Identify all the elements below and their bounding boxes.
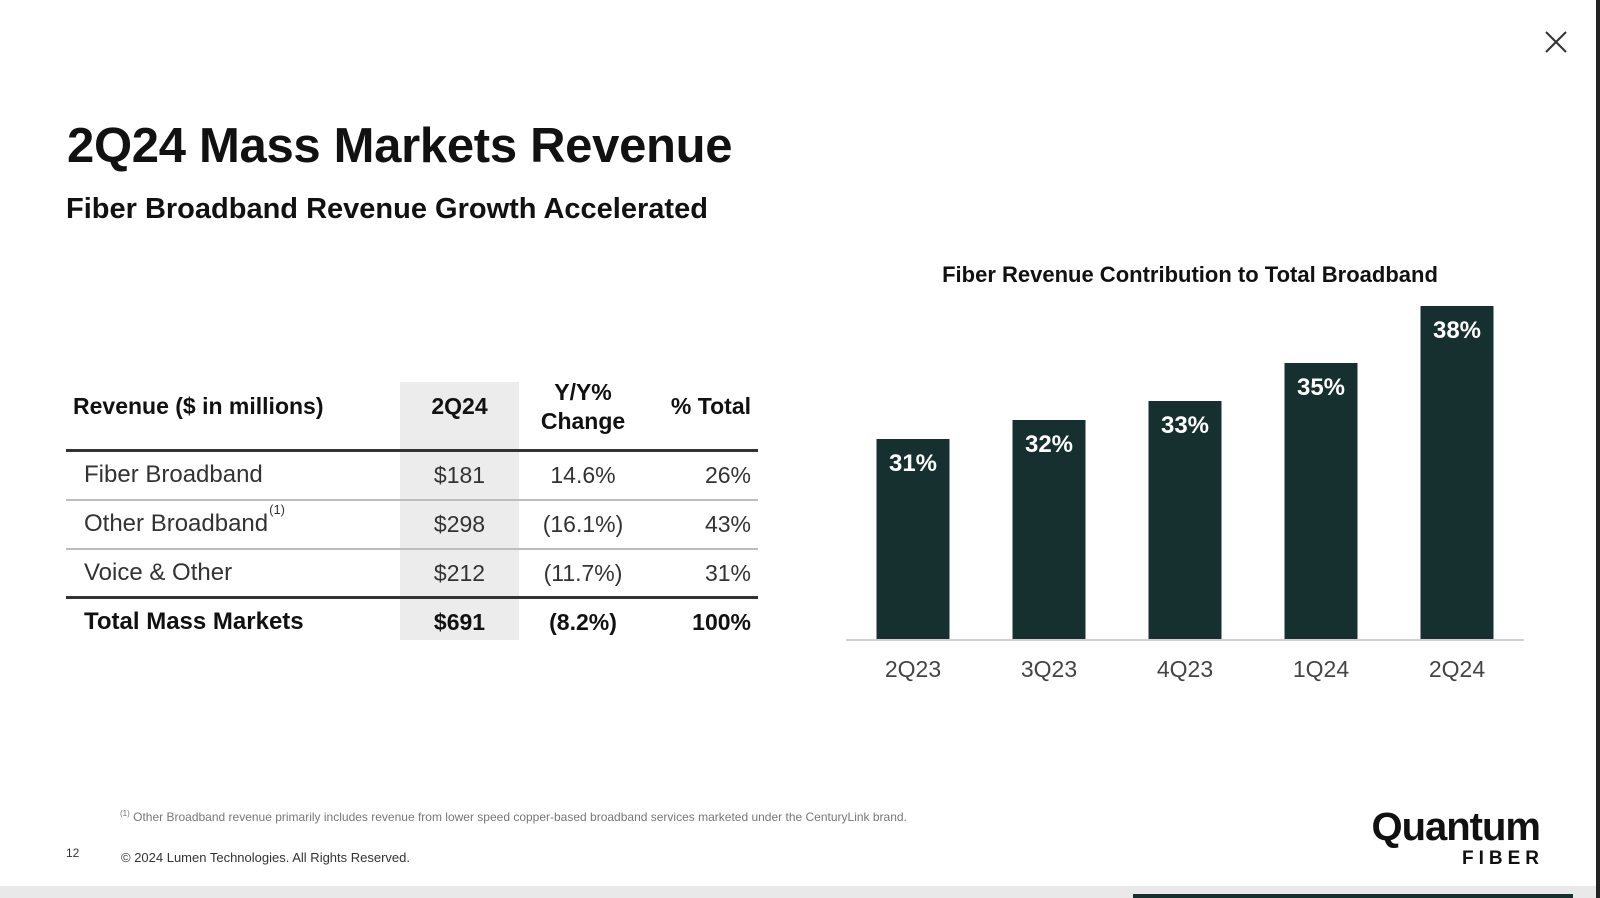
- logo-sub: FIBER: [1462, 848, 1544, 869]
- bar-4Q23: [1148, 401, 1222, 639]
- bar-value-label: 33%: [1161, 412, 1209, 439]
- table-row: Fiber Broadband $181 14.6% 26%: [66, 451, 758, 499]
- bar-value-label: 31%: [889, 450, 937, 477]
- logo-main: Quantum: [1371, 805, 1541, 849]
- total-change: (8.2%): [549, 609, 617, 635]
- x-tick-label: 3Q23: [1021, 656, 1077, 682]
- chart-title: Fiber Revenue Contribution to Total Broa…: [942, 262, 1438, 287]
- row-value: $298: [433, 511, 486, 537]
- row-label: Other Broadband(1): [84, 502, 286, 537]
- total-pct: 100%: [692, 609, 751, 635]
- header-change: Y/Y% Change: [519, 378, 647, 434]
- row-label: Fiber Broadband: [84, 461, 263, 488]
- row-change: 14.6%: [550, 462, 616, 488]
- bar-value-label: 38%: [1433, 317, 1481, 344]
- bar-3Q23: [1012, 420, 1086, 639]
- header-divider: [66, 449, 758, 452]
- quantum-fiber-logo: Quantum FIBER: [1344, 805, 1541, 870]
- x-tick-label: 1Q24: [1293, 656, 1349, 682]
- right-edge-border: [1596, 0, 1600, 898]
- row-change: (11.7%): [543, 560, 623, 586]
- row-label: Voice & Other: [84, 559, 233, 586]
- row-divider: [66, 548, 758, 550]
- total-divider: [66, 596, 758, 599]
- bar-1Q24: [1284, 363, 1358, 639]
- total-label: Total Mass Markets: [84, 608, 304, 635]
- x-tick-label: 2Q24: [1429, 656, 1485, 682]
- footnote-ref: (1): [269, 502, 286, 517]
- header-change-line1: Y/Y%: [554, 379, 612, 405]
- header-period: 2Q24: [431, 393, 488, 419]
- page-number: 12: [66, 846, 80, 860]
- x-tick-label: 2Q23: [885, 656, 941, 682]
- header-pct-total: % Total: [670, 393, 751, 419]
- bottom-accent-bar: [1133, 894, 1573, 898]
- total-value: $691: [433, 609, 486, 635]
- x-tick-label: 4Q23: [1157, 656, 1213, 682]
- slide-title: 2Q24 Mass Markets Revenue: [67, 119, 733, 173]
- row-change: (16.1%): [542, 511, 624, 537]
- footnote: (1) Other Broadband revenue primarily in…: [120, 809, 907, 824]
- slide-subtitle: Fiber Broadband Revenue Growth Accelerat…: [66, 193, 708, 225]
- bar-2Q23: [876, 439, 950, 639]
- row-value: $181: [433, 462, 486, 488]
- bar-2Q24: [1420, 306, 1494, 639]
- close-button[interactable]: [1538, 24, 1574, 60]
- header-change-line2: Change: [540, 408, 626, 434]
- row-pct: 31%: [704, 560, 751, 586]
- close-icon: [1545, 31, 1567, 53]
- copyright: © 2024 Lumen Technologies. All Rights Re…: [121, 850, 411, 865]
- table-row: Other Broadband(1) $298 (16.1%) 43%: [66, 500, 758, 548]
- row-pct: 43%: [704, 511, 751, 537]
- header-revenue: Revenue ($ in millions): [73, 393, 324, 419]
- row-divider: [66, 499, 758, 501]
- row-pct: 26%: [704, 462, 751, 488]
- bar-value-label: 35%: [1297, 374, 1345, 401]
- footnote-marker: (1): [120, 809, 130, 818]
- table-header-row: Revenue ($ in millions) 2Q24 Y/Y% Change…: [66, 379, 758, 434]
- bar-value-label: 32%: [1025, 431, 1073, 458]
- table-total-row: Total Mass Markets $691 (8.2%) 100%: [66, 598, 758, 646]
- table-row: Voice & Other $212 (11.7%) 31%: [66, 549, 758, 597]
- row-value: $212: [433, 560, 486, 586]
